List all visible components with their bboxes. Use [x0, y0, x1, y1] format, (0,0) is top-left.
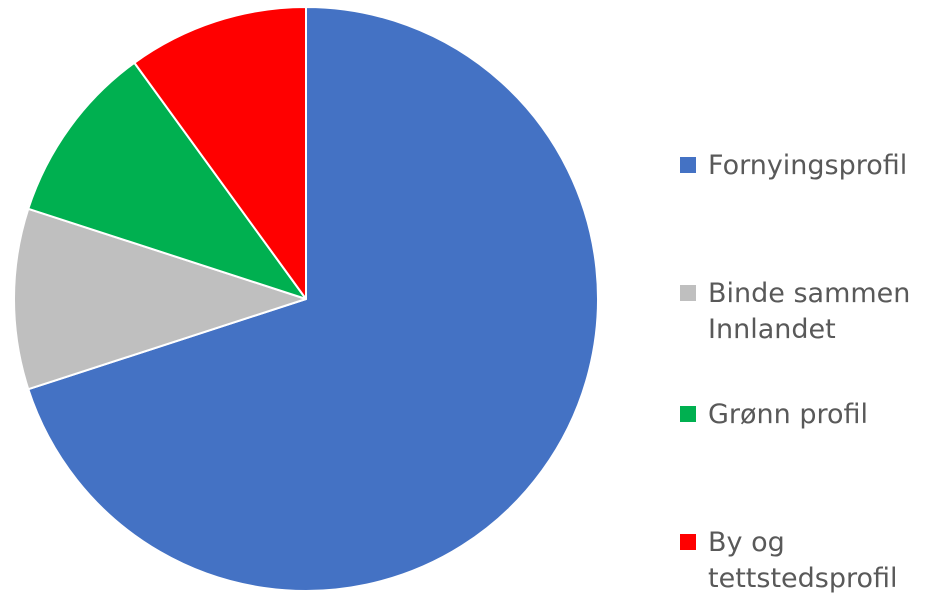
legend-item-fornyingsprofil: Fornyingsprofil	[680, 148, 926, 184]
legend-item-by-og-tettstedsprofil: By og tettstedsprofil	[680, 525, 926, 597]
legend-swatch	[680, 406, 696, 422]
legend-label: By og tettstedsprofil	[708, 527, 898, 594]
legend-item-gronn-profil: Grønn profil	[680, 397, 926, 433]
legend-item-binde-sammen: Binde sammen Innlandet	[680, 276, 926, 348]
slice-gronn-profil	[27, 61, 307, 300]
legend-label: Fornyingsprofil	[708, 150, 908, 181]
legend: Fornyingsprofil Binde sammen Innlandet G…	[680, 0, 926, 601]
pie-slices	[13, 6, 599, 592]
slice-fornyingsprofil	[27, 6, 599, 592]
legend-swatch	[680, 534, 696, 550]
legend-label: Grønn profil	[708, 399, 869, 430]
legend-label: Binde sammen Innlandet	[708, 278, 911, 345]
slice-by-og-tettstedsprofil	[133, 6, 307, 300]
legend-swatch	[680, 285, 696, 301]
slice-binde-sammen	[13, 207, 307, 391]
legend-swatch	[680, 157, 696, 173]
